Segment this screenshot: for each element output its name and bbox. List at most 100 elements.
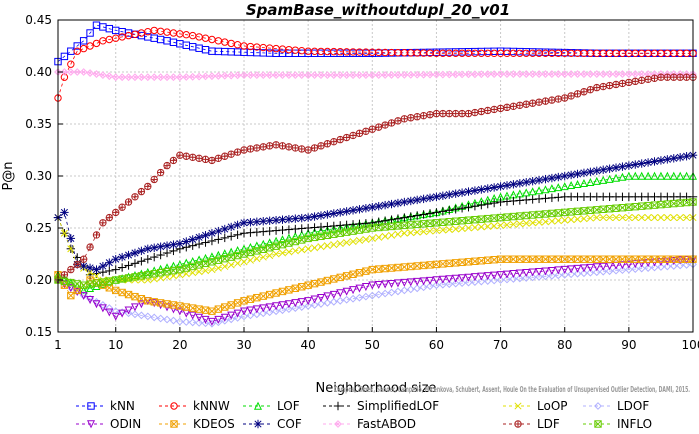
data-point bbox=[534, 175, 544, 185]
data-point bbox=[271, 226, 281, 235]
data-point bbox=[163, 263, 172, 272]
data-point bbox=[599, 214, 607, 222]
data-point bbox=[111, 265, 120, 274]
data-point bbox=[297, 303, 306, 311]
data-point bbox=[111, 307, 120, 316]
data-point bbox=[323, 71, 332, 80]
data-point bbox=[580, 207, 588, 215]
data-point bbox=[329, 71, 338, 80]
data-point bbox=[611, 163, 621, 172]
data-point bbox=[387, 215, 396, 224]
data-point bbox=[311, 244, 319, 252]
data-point bbox=[60, 73, 69, 81]
data-point bbox=[240, 71, 248, 80]
data-point bbox=[214, 264, 222, 272]
data-point bbox=[329, 290, 338, 299]
data-point bbox=[683, 214, 691, 222]
data-point bbox=[150, 313, 159, 322]
data-point bbox=[670, 73, 678, 81]
data-point bbox=[259, 143, 267, 151]
data-point bbox=[407, 229, 415, 237]
data-point bbox=[535, 98, 543, 106]
legend-entry-KDEOS: KDEOS bbox=[159, 417, 235, 431]
data-point bbox=[522, 219, 530, 227]
data-point bbox=[79, 68, 88, 76]
data-point bbox=[560, 70, 569, 78]
data-point bbox=[66, 234, 76, 243]
data-point bbox=[368, 218, 377, 227]
data-point bbox=[439, 218, 447, 226]
data-point bbox=[253, 293, 261, 302]
data-point bbox=[361, 204, 371, 213]
data-point bbox=[586, 177, 595, 186]
data-point bbox=[554, 193, 563, 202]
data-point bbox=[529, 219, 537, 227]
data-point bbox=[400, 229, 408, 237]
data-point bbox=[252, 227, 262, 237]
data-point bbox=[355, 71, 364, 80]
data-point bbox=[291, 284, 300, 293]
data-point bbox=[143, 312, 152, 321]
data-point bbox=[60, 229, 68, 237]
data-point bbox=[175, 307, 184, 316]
data-point bbox=[208, 72, 216, 81]
data-point bbox=[105, 258, 114, 267]
data-point bbox=[233, 148, 242, 156]
data-point bbox=[130, 248, 140, 258]
data-point bbox=[265, 216, 274, 225]
data-point bbox=[567, 265, 576, 274]
data-point bbox=[336, 296, 345, 305]
data-point bbox=[272, 71, 280, 80]
data-point bbox=[606, 214, 614, 222]
data-point bbox=[394, 230, 402, 238]
data-point bbox=[246, 71, 255, 80]
data-point bbox=[381, 121, 389, 129]
data-point bbox=[554, 255, 563, 263]
data-point bbox=[534, 194, 544, 204]
data-point bbox=[407, 114, 415, 122]
data-point bbox=[310, 295, 319, 304]
data-point bbox=[214, 318, 223, 327]
data-point bbox=[502, 270, 511, 279]
data-point bbox=[284, 233, 293, 242]
data-point bbox=[291, 224, 300, 234]
series-kNN bbox=[54, 21, 697, 66]
data-point bbox=[265, 308, 274, 317]
data-point bbox=[124, 306, 133, 315]
data-point bbox=[163, 315, 171, 324]
data-point bbox=[265, 290, 274, 299]
data-point bbox=[362, 235, 370, 243]
data-point bbox=[92, 231, 101, 239]
data-point bbox=[522, 178, 531, 187]
data-point bbox=[509, 275, 518, 283]
data-point bbox=[252, 217, 262, 226]
data-point bbox=[201, 315, 210, 324]
data-point bbox=[98, 71, 107, 80]
data-point bbox=[548, 96, 556, 104]
data-point bbox=[144, 297, 152, 305]
data-point bbox=[368, 71, 377, 80]
data-point bbox=[85, 263, 95, 273]
data-point bbox=[221, 38, 229, 46]
data-point bbox=[471, 223, 479, 232]
data-point bbox=[227, 261, 235, 269]
legend-entry-FastABOD: FastABOD bbox=[323, 417, 416, 431]
data-point bbox=[471, 278, 479, 286]
data-point bbox=[150, 175, 158, 184]
data-point bbox=[188, 256, 197, 265]
data-point bbox=[265, 226, 274, 236]
data-point bbox=[304, 228, 313, 237]
data-point bbox=[522, 274, 531, 282]
data-point bbox=[214, 315, 223, 324]
data-point bbox=[86, 284, 95, 293]
data-point bbox=[650, 157, 659, 166]
data-point bbox=[316, 222, 326, 232]
data-point bbox=[547, 271, 556, 280]
data-point bbox=[464, 70, 473, 79]
data-point bbox=[361, 71, 370, 80]
data-point bbox=[496, 182, 505, 191]
data-point bbox=[682, 198, 691, 207]
data-point bbox=[253, 255, 261, 263]
data-point bbox=[573, 169, 582, 179]
data-point bbox=[220, 233, 229, 243]
